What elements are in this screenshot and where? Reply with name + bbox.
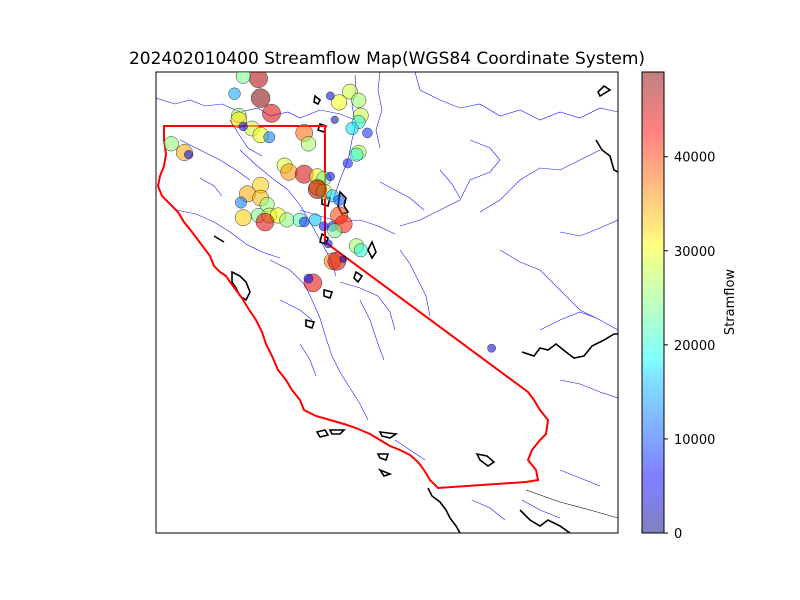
station-marker-14: [331, 94, 348, 111]
station-marker-3: [250, 88, 271, 108]
station-marker-20: [362, 127, 373, 139]
map-title: 202402010400 Streamflow Map(WGS84 Coordi…: [129, 49, 645, 69]
station-marker-21: [330, 115, 339, 124]
map-frame: [156, 72, 618, 533]
station-marker-24: [349, 147, 364, 162]
colorbar-tick-label-0: 0: [674, 527, 682, 542]
california-border: [156, 125, 550, 490]
lakes-layer: [213, 84, 618, 533]
colorbar-frame: [641, 71, 665, 534]
station-marker-4: [228, 87, 241, 100]
colorbar-tick-label-2: 20000: [674, 339, 715, 354]
station-marker-25: [342, 158, 353, 169]
map-border: [155, 71, 619, 534]
station-marker-34: [325, 171, 335, 182]
station-marker-2: [235, 72, 251, 84]
station-marker-49: [234, 209, 252, 227]
station-marker-22: [325, 91, 335, 101]
station-marker-1: [248, 72, 268, 88]
station-marker-50: [255, 212, 275, 232]
station-markers: [163, 72, 496, 353]
station-marker-44: [235, 196, 247, 209]
station-marker-5: [262, 103, 281, 123]
station-marker-13: [300, 136, 317, 152]
station-marker-19: [345, 121, 359, 136]
station-marker-26: [163, 136, 179, 152]
station-marker-30: [280, 163, 298, 181]
mexico-border-line: [525, 489, 618, 519]
colorbar-label: Stramflow: [723, 269, 738, 335]
station-marker-48: [279, 212, 295, 228]
station-marker-52: [298, 216, 310, 228]
colorbar-tick-label-3: 30000: [674, 245, 715, 260]
colorbar-ticks: 0 10000 20000 30000 40000: [664, 151, 715, 542]
station-marker-54: [318, 221, 329, 232]
station-marker-58: [327, 223, 343, 239]
colorbar: 0 10000 20000 30000 40000 Stramflow: [641, 71, 738, 542]
station-marker-59: [323, 239, 333, 249]
station-marker-61: [353, 243, 368, 258]
station-marker-39: [307, 179, 327, 199]
station-marker-9: [238, 121, 248, 132]
station-marker-11: [263, 131, 276, 144]
map-axes: [155, 71, 619, 534]
colorbar-tick-label-1: 10000: [674, 433, 715, 448]
station-marker-67: [487, 343, 496, 353]
station-marker-53: [308, 213, 322, 227]
station-marker-64: [339, 255, 348, 263]
colorbar-tick-label-4: 40000: [674, 151, 715, 166]
station-marker-16: [351, 92, 367, 108]
station-marker-28: [184, 149, 194, 160]
station-marker-38: [333, 194, 345, 206]
colorbar-gradient: [642, 72, 664, 533]
station-marker-66: [303, 273, 314, 284]
